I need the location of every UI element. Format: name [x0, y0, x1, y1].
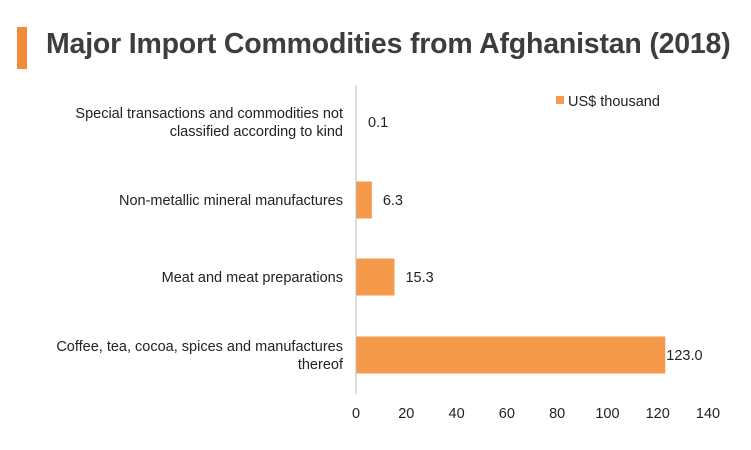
- x-tick-label: 120: [646, 406, 670, 422]
- category-label-line: Special transactions and commodities not: [75, 106, 343, 122]
- chart-legend: US$ thousand: [556, 94, 660, 110]
- data-labels: 0.1 6.3 15.3 123.0: [368, 115, 703, 364]
- legend-label: US$ thousand: [568, 94, 660, 110]
- x-tick-label: 60: [499, 406, 515, 422]
- category-label-1: Special transactions and commodities not…: [75, 106, 343, 140]
- category-label-3: Meat and meat preparations: [162, 270, 343, 286]
- category-label-line: classified according to kind: [170, 124, 343, 140]
- category-label-4: Coffee, tea, cocoa, spices and manufactu…: [56, 339, 344, 373]
- data-label-1: 0.1: [368, 115, 388, 131]
- bar-2: [356, 181, 372, 219]
- category-label-2: Non-metallic mineral manufactures: [119, 193, 343, 209]
- data-label-4: 123.0: [666, 348, 702, 364]
- category-label-line: Non-metallic mineral manufactures: [119, 193, 343, 209]
- bar-3: [356, 258, 395, 296]
- data-label-3: 15.3: [405, 270, 433, 286]
- legend-swatch: [556, 96, 564, 104]
- x-tick-label: 20: [398, 406, 414, 422]
- x-tick-label: 0: [352, 406, 360, 422]
- category-label-line: Meat and meat preparations: [162, 270, 343, 286]
- bars-group: [356, 103, 666, 374]
- x-tick-label: 100: [595, 406, 619, 422]
- x-tick-label: 140: [696, 406, 720, 422]
- title-accent-bar: [17, 27, 27, 69]
- x-tick-labels: 0 20 40 60 80 100 120 140: [352, 406, 720, 422]
- category-label-line: thereof: [298, 357, 344, 373]
- category-labels: Special transactions and commodities not…: [56, 106, 344, 373]
- x-tick-label: 80: [549, 406, 565, 422]
- page-title: Major Import Commodities from Afghanista…: [46, 28, 731, 60]
- bar-4: [356, 336, 666, 374]
- data-label-2: 6.3: [383, 193, 403, 209]
- category-label-line: Coffee, tea, cocoa, spices and manufactu…: [56, 339, 343, 355]
- x-tick-label: 40: [449, 406, 465, 422]
